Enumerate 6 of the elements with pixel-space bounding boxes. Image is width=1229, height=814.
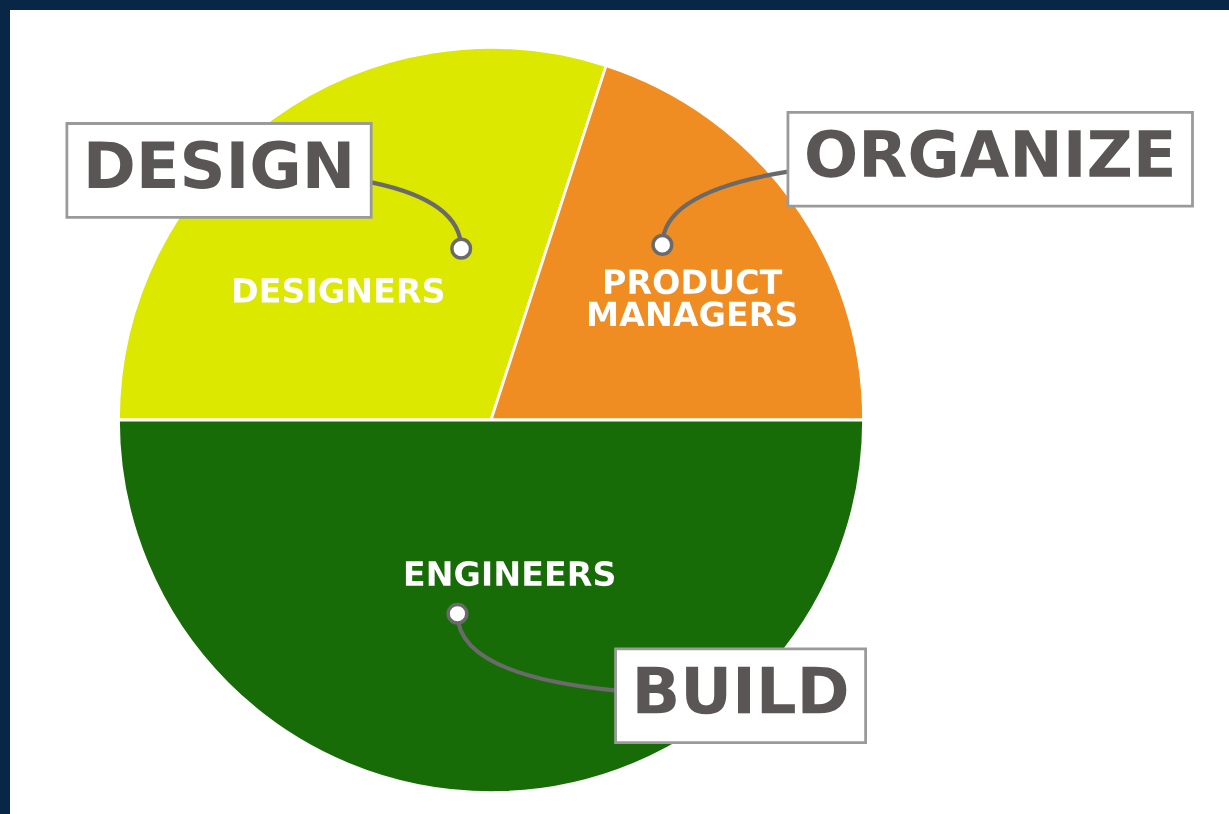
- slice-label: ENGINEERS: [405, 560, 614, 587]
- text: DESIGN: [88, 140, 350, 189]
- text: BUILD: [637, 666, 847, 715]
- slice-label: PRODUCT MANAGERS: [589, 269, 796, 327]
- text: ORGANIZE: [807, 129, 1172, 178]
- slice-label: DESIGNERS: [234, 277, 444, 304]
